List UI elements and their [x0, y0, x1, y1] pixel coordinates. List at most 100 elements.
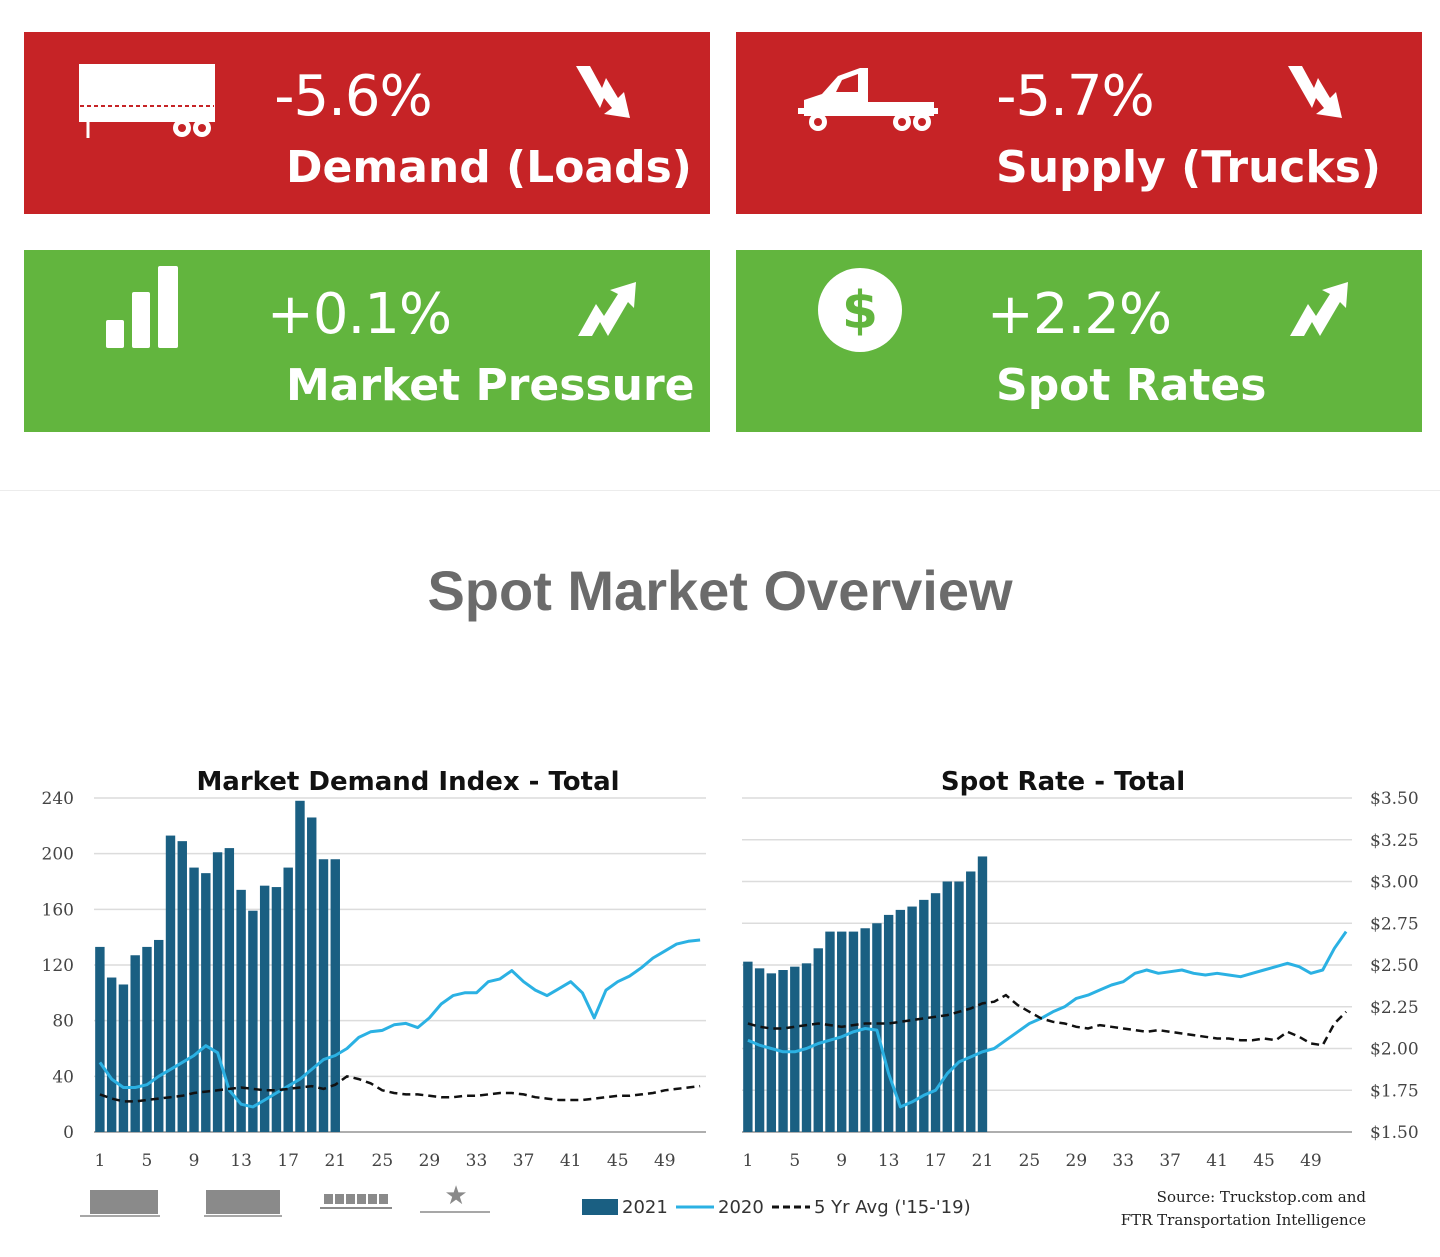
y-tick-label: 80	[52, 1012, 74, 1032]
x-tick-label: 9	[836, 1151, 847, 1171]
x-tick-label: 49	[654, 1151, 676, 1171]
spot-rates-label: Spot Rates	[996, 360, 1267, 411]
x-tick-label: 13	[230, 1151, 252, 1171]
flatbed-trailer-icon	[379, 1194, 388, 1204]
down-arrow-icon	[576, 66, 630, 118]
chart-title: Market Demand Index - Total	[196, 767, 619, 797]
down-arrow-icon	[1288, 66, 1342, 118]
x-tick-label: 33	[1112, 1151, 1134, 1171]
y-tick-label: $2.75	[1370, 914, 1419, 934]
bar-2021	[919, 899, 929, 1132]
x-tick-label: 17	[277, 1151, 299, 1171]
bar-2021	[271, 887, 282, 1132]
charts-area: 0 40 80 120 160 200 240 1 5 9 13 17 21 25 29 33 37 41 45 49…	[42, 767, 1419, 1229]
chart-legend: 2021 2020 5 Yr Avg ('15-'19)	[582, 1197, 971, 1218]
y-tick-label: 120	[42, 956, 74, 976]
x-tick-label: 41	[1206, 1151, 1228, 1171]
bar-2021	[872, 923, 882, 1132]
market-demand-chart: 0 40 80 120 160 200 240 1 5 9 13 17 21 25 29 33 37 41 45 49…	[42, 767, 706, 1171]
bar-2021	[95, 946, 105, 1132]
y-tick-label: $2.00	[1370, 1040, 1419, 1060]
spot-rates-card: $ +2.2% Spot Rates	[736, 250, 1422, 432]
specialized-star-icon: ★	[444, 1181, 467, 1211]
bar-2021	[977, 856, 988, 1132]
bar-2021	[318, 859, 329, 1132]
reefer-trailer-icon	[206, 1190, 280, 1214]
x-tick-label: 1	[94, 1151, 105, 1171]
legend-label-avg: 5 Yr Avg ('15-'19)	[814, 1197, 971, 1218]
demand-value: -5.6%	[274, 64, 432, 129]
bar-2021	[259, 885, 270, 1132]
flatbed-trailer-icon	[324, 1194, 333, 1204]
market-pressure-label: Market Pressure	[286, 360, 695, 411]
x-tick-label: 5	[142, 1151, 153, 1171]
van-trailer-icon	[90, 1190, 158, 1214]
spot-rate-chart: $1.50 $1.75 $2.00 $2.25 $2.50 $2.75 $3.00 $3.25…	[742, 767, 1419, 1171]
svg-text:$: $	[842, 281, 878, 341]
up-arrow-icon	[578, 282, 636, 336]
bar-2021	[106, 977, 117, 1132]
flatbed-trailer-icon	[346, 1194, 355, 1204]
bar-2021	[330, 859, 340, 1132]
bar-chart-icon	[106, 266, 178, 348]
x-tick-label: 41	[560, 1151, 582, 1171]
bar-2021	[307, 817, 317, 1132]
bar-2021	[130, 955, 140, 1132]
flatbed-trailer-icon	[368, 1194, 377, 1204]
supply-value: -5.7%	[996, 64, 1154, 129]
up-arrow-icon	[1290, 282, 1348, 336]
bar-2021	[189, 867, 199, 1132]
legend-label-2020: 2020	[718, 1197, 764, 1218]
line-5yr-avg	[747, 993, 1347, 1047]
bar-2021	[954, 881, 964, 1132]
source-line-1: Source: Truckstop.com and	[1157, 1188, 1367, 1206]
bar-2021	[942, 881, 952, 1132]
source-line-2: FTR Transportation Intelligence	[1121, 1211, 1366, 1229]
bar-2021	[248, 910, 258, 1132]
y-tick-label: $1.75	[1370, 1081, 1419, 1101]
x-tick-label: 9	[189, 1151, 200, 1171]
x-tick-label: 1	[742, 1151, 753, 1171]
bar-2021	[236, 889, 246, 1132]
bar-2021	[177, 841, 187, 1132]
x-tick-label: 25	[1019, 1151, 1041, 1171]
x-tick-label: 21	[972, 1151, 994, 1171]
truck-icon	[798, 68, 938, 131]
y-tick-label: $2.25	[1370, 998, 1419, 1018]
line-2020	[747, 930, 1348, 1109]
legend-swatch-2021	[582, 1199, 618, 1215]
x-tick-label: 33	[466, 1151, 488, 1171]
x-tick-label: 45	[1253, 1151, 1275, 1171]
y-tick-label: $3.00	[1370, 873, 1419, 893]
x-tick-label: 29	[419, 1151, 441, 1171]
bar-2021	[295, 800, 305, 1132]
flatbed-trailer-icon	[335, 1194, 344, 1204]
bar-2021	[966, 871, 976, 1132]
chart-title: Spot Rate - Total	[941, 767, 1185, 797]
x-tick-label: 5	[789, 1151, 800, 1171]
dollar-icon: $	[818, 268, 902, 352]
bar-2021	[283, 867, 293, 1132]
section-title: Spot Market Overview	[427, 559, 1013, 622]
bar-2021	[201, 873, 211, 1132]
bar-2021	[813, 948, 823, 1132]
x-tick-label: 49	[1300, 1151, 1322, 1171]
x-tick-label: 37	[513, 1151, 535, 1171]
bar-2021	[165, 835, 176, 1132]
bar-2021	[883, 914, 894, 1132]
bar-2021	[930, 893, 941, 1132]
bar-2021	[860, 928, 870, 1132]
bar-2021	[907, 906, 917, 1132]
demand-card: -5.6% Demand (Loads)	[24, 32, 710, 214]
demand-label: Demand (Loads)	[286, 142, 692, 193]
bar-2021	[224, 848, 235, 1132]
bar-2021	[118, 984, 129, 1132]
section-divider	[0, 490, 1440, 491]
y-tick-label: $2.50	[1370, 956, 1419, 976]
spot-rates-value: +2.2%	[986, 282, 1172, 347]
x-tick-label: 17	[925, 1151, 947, 1171]
bar-2021	[212, 852, 223, 1132]
legend-label-2021: 2021	[622, 1197, 668, 1218]
bar-2021	[895, 909, 906, 1132]
bar-2021	[142, 946, 152, 1132]
